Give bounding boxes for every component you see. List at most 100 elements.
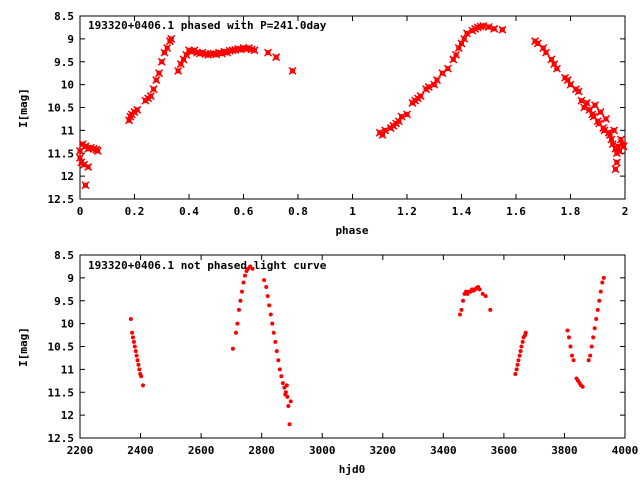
data-point: [588, 353, 593, 358]
data-point: [154, 69, 164, 78]
data-point: [131, 339, 136, 344]
data-point: [270, 321, 275, 326]
data-point: [571, 358, 576, 363]
plot-title: 193320+0406.1 not phased light curve: [88, 259, 327, 272]
data-point: [397, 112, 406, 121]
y-axis-ticks: 8.5 9 9.5 10 10.5 11 11.5 12 12.5: [48, 249, 625, 445]
data-point: [460, 34, 469, 43]
data-point: [250, 266, 255, 271]
data-point: [577, 96, 586, 105]
data-point: [432, 76, 442, 85]
y-tick-label: 11.5: [48, 147, 75, 160]
data-point: [262, 278, 267, 283]
data-point: [381, 126, 390, 135]
x-tick-label: 2800: [248, 444, 275, 457]
data-point: [250, 46, 259, 55]
x-tick-label: 0.6: [234, 205, 254, 218]
y-tick-label: 10: [61, 79, 74, 92]
data-point: [513, 371, 518, 376]
data-point: [284, 383, 289, 388]
x-tick-label: 3000: [309, 444, 336, 457]
x-axis-ticks: 2200 2400 2600 2800 3000 3200 3400 3600 3800 4000: [67, 255, 638, 457]
data-point: [580, 384, 585, 389]
data-point: [272, 53, 281, 62]
data-point: [566, 335, 571, 340]
data-point: [238, 298, 243, 303]
data-point: [134, 353, 139, 358]
data-point: [152, 76, 161, 85]
unphased-light-curve-panel: 2200 2400 2600 2800 3000 3200 3400 3600 3800 4000…: [17, 249, 638, 476]
data-point: [520, 339, 525, 344]
y-tick-label: 11.5: [48, 386, 75, 399]
data-point: [286, 403, 291, 408]
data-point: [490, 24, 499, 33]
data-point: [243, 273, 248, 278]
data-point: [230, 346, 235, 351]
data-point: [589, 344, 594, 349]
x-axis-ticks: 0 0.2 0.4 0.6 0.8 1 1.2 1.4 1.6 1.8 2: [77, 16, 628, 218]
x-tick-label: 0.4: [179, 205, 199, 218]
data-point: [157, 57, 166, 66]
data-point: [483, 294, 488, 299]
data-point: [591, 335, 596, 340]
data-point: [132, 344, 137, 349]
data-point: [167, 34, 176, 43]
data-point: [136, 362, 141, 367]
data-point: [480, 291, 485, 296]
y-tick-label: 9: [67, 33, 74, 46]
data-point: [582, 98, 591, 107]
y-axis-ticks: 8.5 9 9.5 10 10.5 11 11.5 12 12.5: [48, 10, 625, 206]
data-point: [128, 317, 133, 322]
data-point: [514, 367, 519, 372]
data-point: [264, 285, 269, 290]
data-point: [601, 114, 610, 123]
data-point: [149, 85, 158, 94]
data-point: [601, 275, 606, 280]
data-point: [519, 344, 524, 349]
data-point: [288, 66, 297, 75]
data-point: [452, 50, 461, 59]
x-tick-label: 3600: [491, 444, 518, 457]
y-tick-label: 8.5: [54, 10, 74, 23]
data-point: [596, 108, 605, 117]
data-point: [130, 330, 135, 335]
y-tick-label: 10.5: [48, 102, 75, 115]
data-point: [517, 353, 522, 358]
data-point: [461, 298, 466, 303]
x-tick-label: 3400: [430, 444, 457, 457]
data-point: [81, 181, 90, 190]
data-point: [541, 48, 551, 57]
data-point: [619, 142, 628, 151]
x-tick-label: 3800: [551, 444, 578, 457]
y-tick-label: 12: [61, 409, 74, 422]
data-point: [140, 383, 145, 388]
data-point: [459, 307, 464, 312]
data-point: [568, 344, 573, 349]
x-tick-label: 2200: [67, 444, 94, 457]
data-point: [277, 367, 282, 372]
data-point: [594, 317, 599, 322]
x-tick-label: 1.2: [397, 205, 417, 218]
data-point: [135, 358, 140, 363]
y-tick-label: 11: [61, 363, 75, 376]
x-tick-label: 1: [349, 205, 356, 218]
y-tick-label: 12: [61, 170, 74, 183]
x-axis-label: hjd0: [339, 463, 366, 476]
data-point: [515, 362, 520, 367]
data-point: [574, 87, 583, 96]
data-point: [488, 307, 493, 312]
data-point: [516, 358, 521, 363]
data-point: [598, 289, 603, 294]
plot-frame: [79, 254, 626, 439]
data-point: [280, 381, 285, 386]
data-point: [274, 349, 279, 354]
data-point: [137, 367, 142, 372]
data-point: [239, 289, 244, 294]
data-point: [84, 162, 93, 172]
data-point: [267, 303, 272, 308]
data-point: [268, 312, 273, 317]
data-point: [484, 22, 493, 32]
x-tick-label: 1.4: [452, 205, 472, 218]
y-axis-label: I[mag]: [17, 88, 30, 128]
